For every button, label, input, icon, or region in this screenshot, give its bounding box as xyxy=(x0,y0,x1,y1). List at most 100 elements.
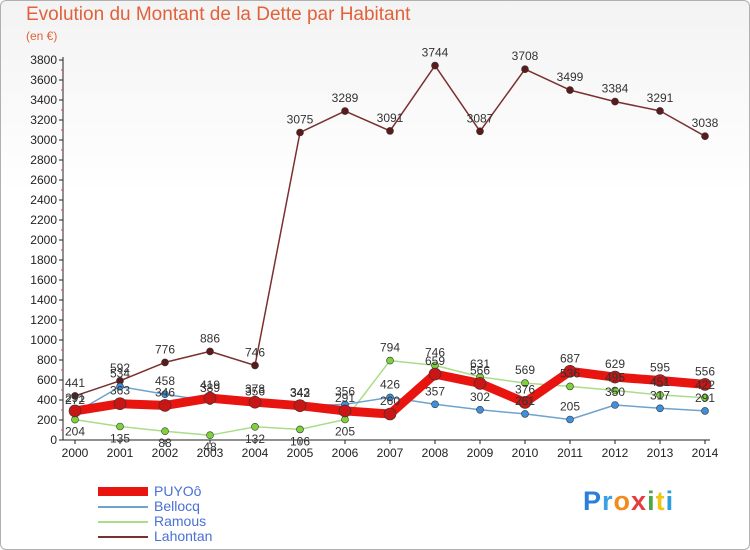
data-label: 631 xyxy=(470,357,490,371)
data-point xyxy=(161,427,169,436)
data-label: 3708 xyxy=(512,49,539,63)
data-point xyxy=(338,404,352,418)
data-label: 886 xyxy=(200,331,220,345)
data-point xyxy=(563,364,577,378)
data-point xyxy=(698,378,712,391)
data-point xyxy=(251,422,259,431)
data-point xyxy=(521,410,529,418)
data-label: 48 xyxy=(203,440,217,454)
data-label: 272 xyxy=(65,393,85,407)
data-label: 291 xyxy=(65,391,85,405)
data-label: 260 xyxy=(380,394,400,408)
x-tick-label: 2014 xyxy=(692,446,719,460)
y-tick-label: 600 xyxy=(37,373,57,387)
y-tick-label: 1400 xyxy=(30,293,57,307)
data-label: 3091 xyxy=(377,111,404,125)
data-label: 687 xyxy=(560,351,580,365)
logo-letter: i xyxy=(647,486,656,516)
data-point xyxy=(656,391,664,399)
data-label: 205 xyxy=(335,425,355,439)
x-tick-label: 2003 xyxy=(197,446,224,460)
data-label: 378 xyxy=(245,382,265,396)
data-point xyxy=(428,367,442,381)
data-point xyxy=(386,127,394,135)
y-tick-label: 1200 xyxy=(30,313,57,327)
x-tick-label: 2012 xyxy=(602,446,629,460)
data-point xyxy=(113,397,127,411)
data-label: 794 xyxy=(380,341,400,355)
data-label: 3499 xyxy=(557,70,584,84)
data-label: 356 xyxy=(335,384,355,398)
data-label: 495 xyxy=(605,371,625,385)
data-label: 317 xyxy=(650,388,670,402)
x-tick-label: 2007 xyxy=(377,446,404,460)
logo-letter: P xyxy=(583,486,603,516)
data-point xyxy=(68,404,82,418)
data-label: 204 xyxy=(65,425,85,439)
x-tick-label: 2006 xyxy=(332,446,359,460)
y-tick-label: 200 xyxy=(37,413,57,427)
x-tick-label: 2011 xyxy=(557,446,583,460)
data-point xyxy=(701,132,709,140)
chart-unit: (en €) xyxy=(26,29,58,43)
logo-letter: x xyxy=(631,486,648,516)
data-point xyxy=(476,127,484,136)
x-tick-label: 2001 xyxy=(107,446,134,460)
data-label: 356 xyxy=(245,384,265,398)
data-point xyxy=(296,128,304,137)
logo-letter: t xyxy=(655,486,666,516)
data-label: 88 xyxy=(158,436,172,450)
legend-swatch xyxy=(98,536,148,538)
data-point xyxy=(611,401,619,409)
data-point xyxy=(701,393,709,402)
data-label: 556 xyxy=(695,364,715,378)
data-point xyxy=(386,356,394,365)
data-label: 389 xyxy=(200,381,220,395)
data-label: 343 xyxy=(290,386,310,400)
legend-label: Ramous xyxy=(154,513,207,529)
data-point xyxy=(386,393,394,402)
data-point xyxy=(161,358,169,367)
data-point xyxy=(656,107,664,115)
chart-title: Evolution du Montant de la Dette par Hab… xyxy=(26,4,411,25)
data-label: 3289 xyxy=(332,91,359,105)
data-point xyxy=(203,391,217,405)
legend-swatch xyxy=(98,521,148,523)
x-tick-label: 2002 xyxy=(152,446,179,460)
y-tick-label: 3600 xyxy=(30,73,57,87)
x-tick-label: 2004 xyxy=(242,446,269,460)
data-label: 302 xyxy=(470,390,490,404)
x-tick-label: 2008 xyxy=(422,446,449,460)
data-point xyxy=(473,377,487,390)
y-tick-label: 2600 xyxy=(30,173,57,187)
data-label: 3384 xyxy=(602,82,629,96)
x-tick-label: 2005 xyxy=(287,446,314,460)
data-point xyxy=(161,390,169,399)
data-point xyxy=(71,392,79,400)
legend-swatch xyxy=(98,487,148,496)
x-tick-label: 2010 xyxy=(512,446,539,460)
data-point xyxy=(611,386,619,395)
data-point xyxy=(158,399,172,412)
data-label: 363 xyxy=(110,384,130,398)
data-label: 534 xyxy=(110,367,130,381)
data-point xyxy=(293,399,307,413)
data-label: 595 xyxy=(650,361,670,375)
data-point xyxy=(431,400,439,409)
data-label: 261 xyxy=(515,394,535,408)
data-point xyxy=(383,407,397,421)
proxiti-logo: Proxiti xyxy=(583,486,674,517)
data-point xyxy=(116,422,124,431)
data-point xyxy=(566,415,574,424)
y-tick-label: 800 xyxy=(37,353,57,367)
data-label: 106 xyxy=(290,434,310,448)
data-point xyxy=(566,382,574,391)
data-label: 629 xyxy=(605,357,625,371)
y-tick-label: 2200 xyxy=(30,213,57,227)
data-point xyxy=(206,431,214,440)
data-label: 451 xyxy=(650,375,670,389)
logo-letter: r xyxy=(602,486,614,516)
data-point xyxy=(653,374,667,387)
y-tick-label: 2800 xyxy=(30,153,57,167)
